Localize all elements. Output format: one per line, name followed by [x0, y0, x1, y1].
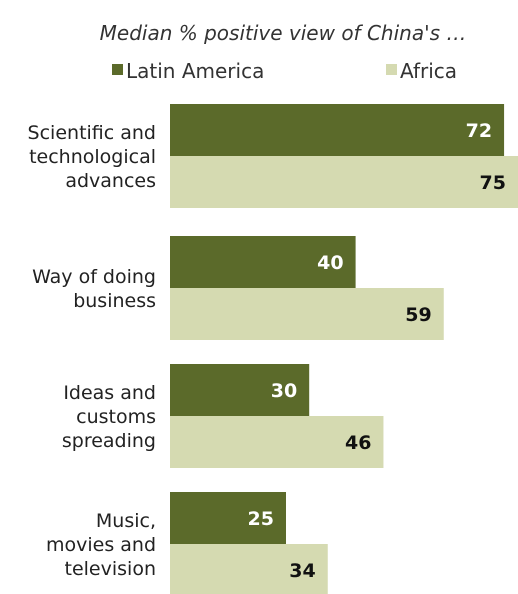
- data-label-3-1: 34: [289, 560, 315, 582]
- data-label-0-0: 72: [466, 120, 492, 142]
- bar-1-1: [170, 288, 444, 340]
- data-labels: 72 75 40 59 30 46 25 34: [248, 120, 506, 582]
- data-label-2-1: 46: [345, 432, 371, 454]
- category-label-line: television: [65, 558, 156, 580]
- legend-swatch-1: [386, 64, 397, 75]
- category-label-line: spreading: [62, 430, 156, 452]
- category-label-line: technological: [29, 146, 156, 168]
- bar-1-0: [170, 236, 356, 288]
- data-label-1-0: 40: [317, 252, 343, 274]
- category-label-line: Music,: [96, 510, 156, 532]
- legend-label-1: Africa: [400, 59, 457, 83]
- data-label-1-1: 59: [405, 304, 431, 326]
- category-label-line: Scientific and: [28, 122, 156, 144]
- bar-2-1: [170, 416, 384, 468]
- category-label-2: Ideas and customs spreading: [62, 382, 156, 452]
- category-label-line: Ideas and: [63, 382, 156, 404]
- category-labels: Scientific and technological advances Way o…: [28, 122, 156, 580]
- category-label-1: Way of doing business: [32, 266, 156, 312]
- category-label-line: customs: [76, 406, 156, 428]
- category-label-line: advances: [65, 170, 156, 192]
- bars: [170, 104, 518, 594]
- bar-3-0: [170, 492, 286, 544]
- legend: Latin America Africa: [112, 59, 457, 83]
- category-label-line: business: [73, 290, 156, 312]
- bar-2-0: [170, 364, 310, 416]
- category-label-0: Scientific and technological advances: [28, 122, 156, 192]
- legend-swatch-0: [112, 64, 123, 75]
- chart-title: Median % positive view of China's …: [100, 21, 467, 45]
- bar-0-0: [170, 104, 505, 156]
- data-label-3-0: 25: [248, 508, 274, 530]
- bar-0-1: [170, 156, 518, 208]
- category-label-3: Music, movies and television: [46, 510, 156, 580]
- bar-3-1: [170, 544, 328, 594]
- category-label-line: Way of doing: [32, 266, 156, 288]
- data-label-0-1: 75: [480, 172, 506, 194]
- data-label-2-0: 30: [271, 380, 297, 402]
- legend-label-0: Latin America: [126, 59, 264, 83]
- category-label-line: movies and: [46, 534, 156, 556]
